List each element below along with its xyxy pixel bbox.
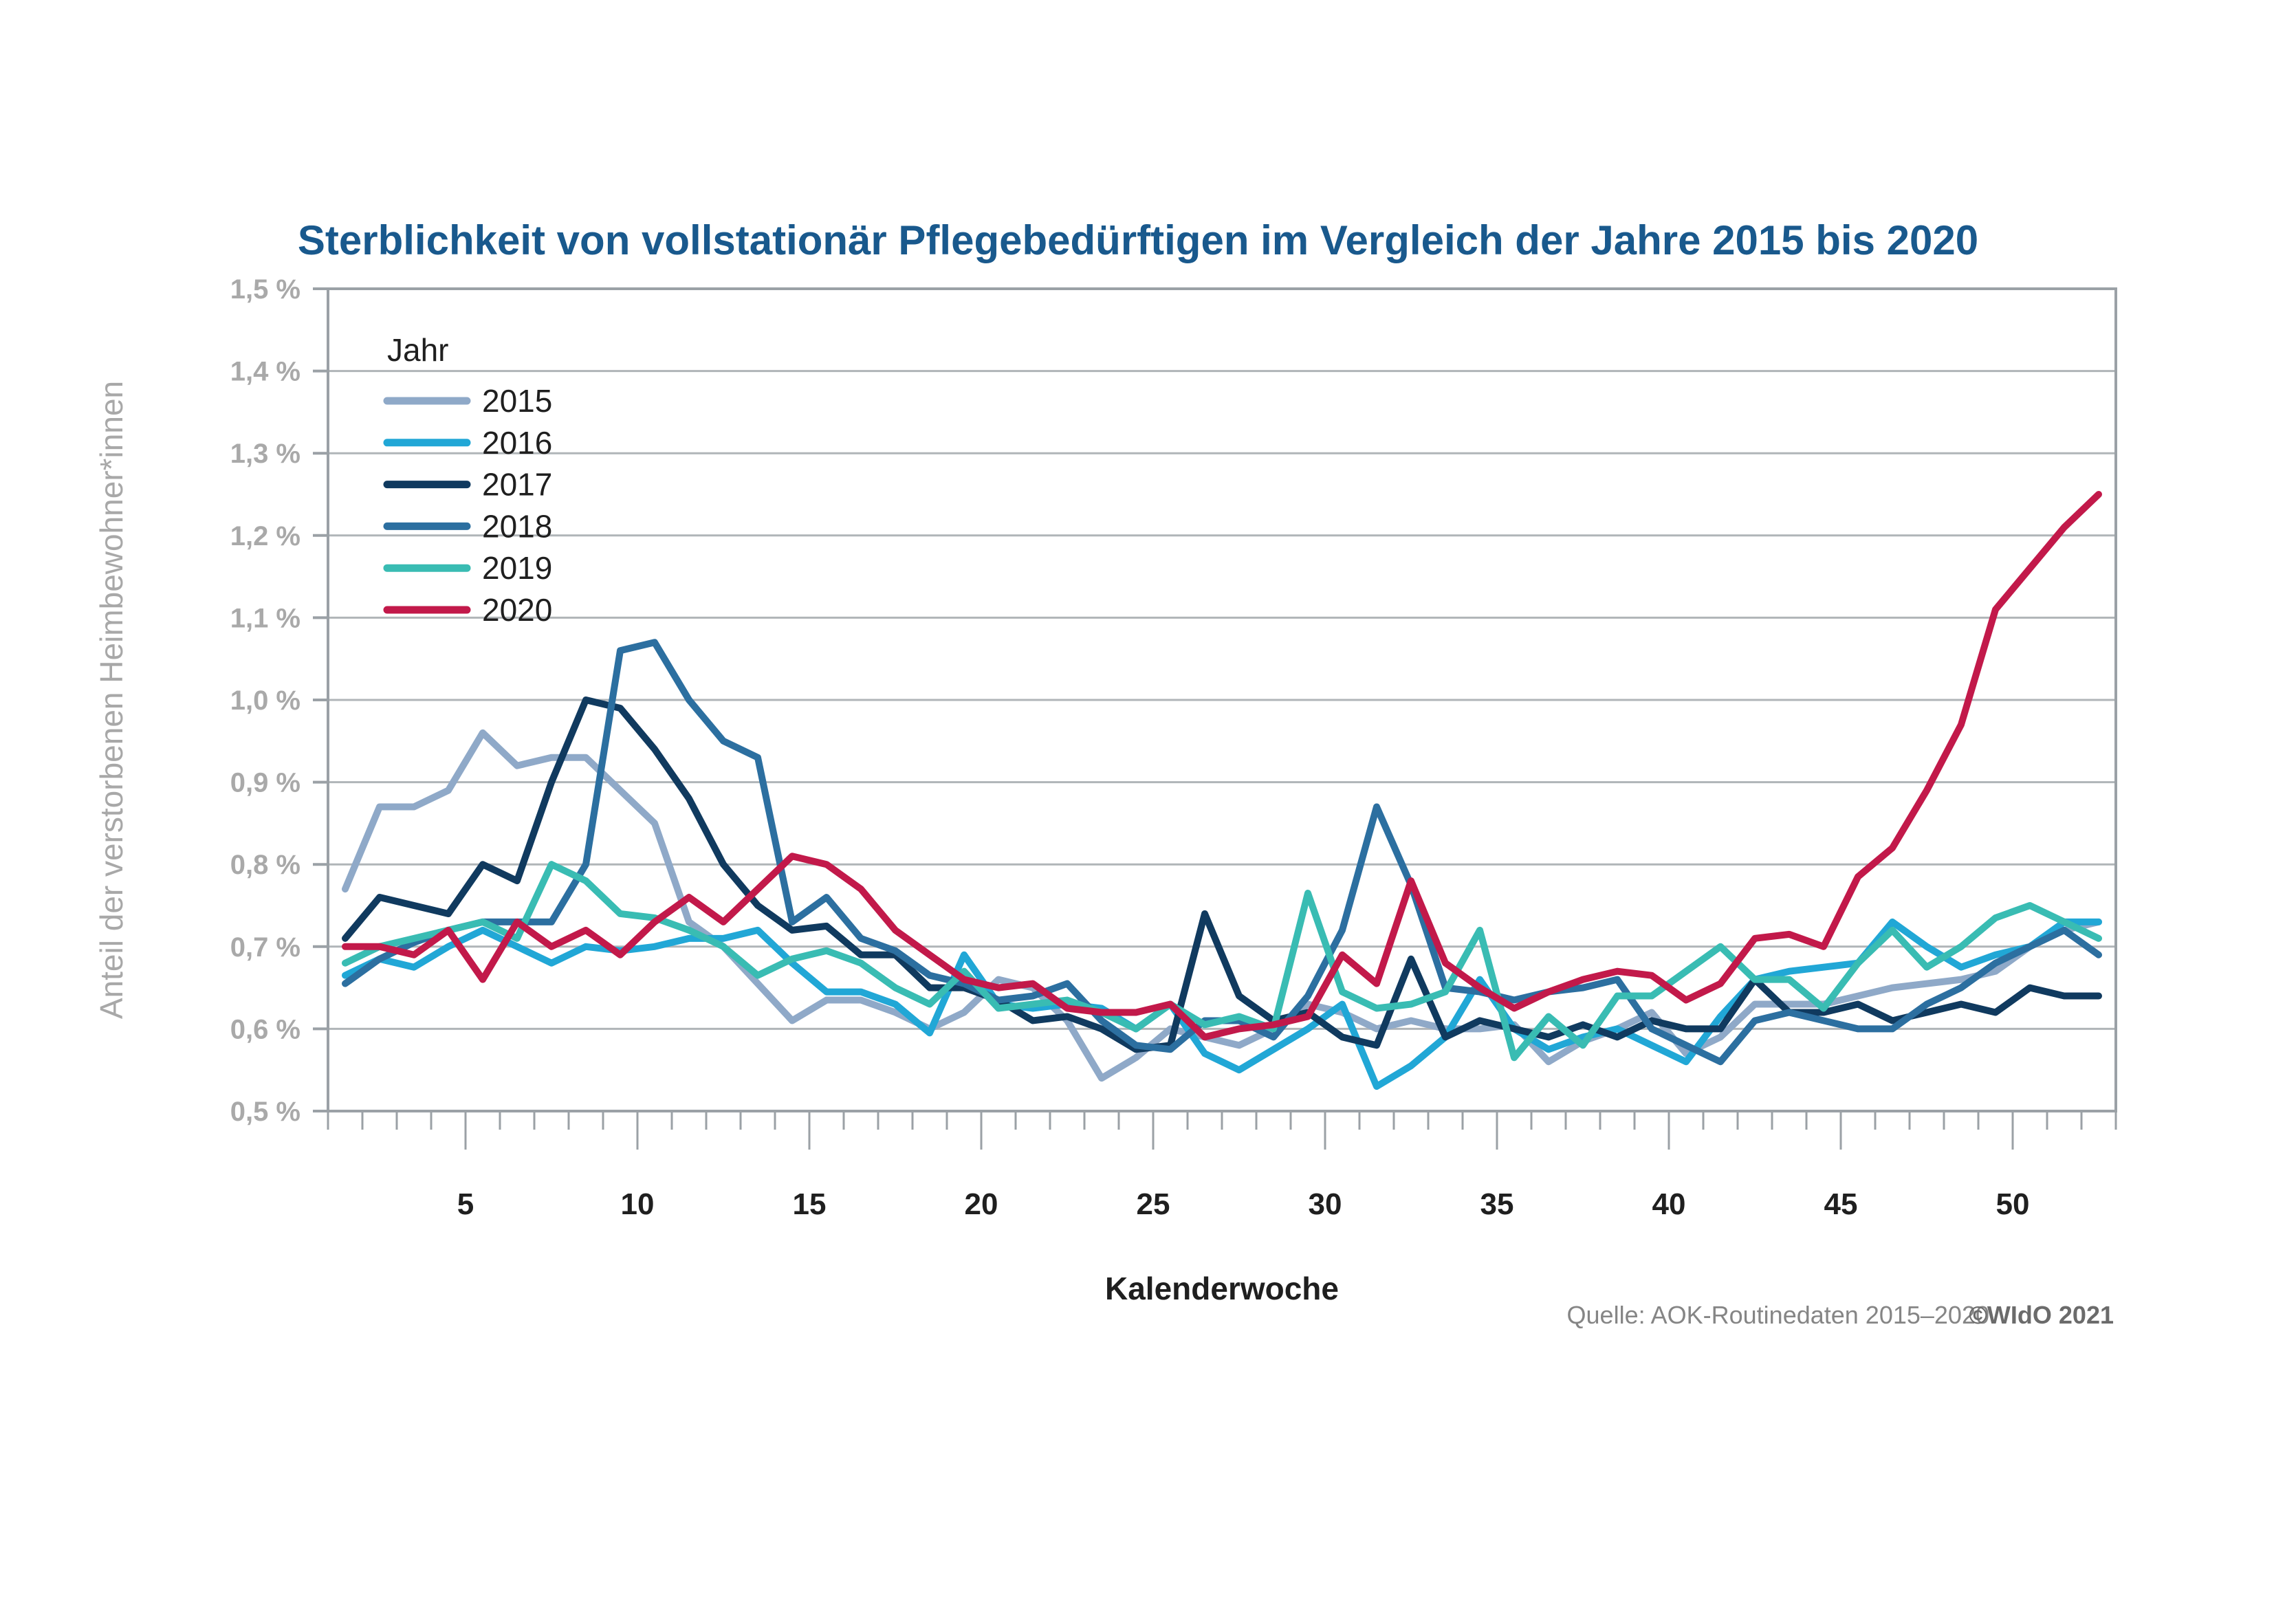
x-tick-label: 5 <box>457 1187 474 1221</box>
y-tick-label: 0,9 % <box>230 768 300 798</box>
x-axis-title: Kalenderwoche <box>1105 1271 1339 1306</box>
x-tick-label: 35 <box>1480 1187 1514 1221</box>
y-tick-label: 0,7 % <box>230 932 300 963</box>
series-line-2016 <box>342 918 2102 1090</box>
y-tick-label: 0,8 % <box>230 850 300 880</box>
y-tick-label: 0,6 % <box>230 1014 300 1044</box>
series-line-2020 <box>342 491 2102 1041</box>
plot-area: 0,5 % 0,6 % 0,7 % 0,8 % 0,9 % 1,0 % 1,1 % 1,2 %… <box>230 274 2117 1221</box>
legend-label-2019: 2019 <box>482 550 552 586</box>
legend-label-2015: 2015 <box>482 383 552 419</box>
y-tick-label: 1,1 % <box>230 603 300 633</box>
x-tick-label: 15 <box>793 1187 827 1221</box>
y-tick-label: 1,0 % <box>230 685 300 716</box>
x-tick-label: 25 <box>1137 1187 1170 1221</box>
legend-title: Jahr <box>387 332 448 368</box>
series-line-2015 <box>342 729 2102 1082</box>
y-tick-label: 1,2 % <box>230 521 300 551</box>
x-tick-label: 30 <box>1309 1187 1342 1221</box>
y-tick-label: 1,4 % <box>230 357 300 387</box>
series-line-2017 <box>342 696 2102 1053</box>
source-copyright: ©WIdO 2021 <box>1969 1301 2114 1329</box>
legend-label-2020: 2020 <box>482 592 552 628</box>
legend-label-2017: 2017 <box>482 467 552 503</box>
x-tick-label: 10 <box>621 1187 655 1221</box>
legend-label-2016: 2016 <box>482 425 552 461</box>
y-axis-title: Anteil der verstorbenen Heimbewohner*inn… <box>94 381 129 1019</box>
legend-label-2018: 2018 <box>482 508 552 544</box>
x-tick-label: 20 <box>965 1187 998 1221</box>
chart-title: Sterblichkeit von vollstationär Pflegebe… <box>298 217 1978 263</box>
y-tick-label: 0,5 % <box>230 1097 300 1127</box>
x-tick-label: 50 <box>1996 1187 2030 1221</box>
series-line-2019 <box>342 861 2102 1062</box>
y-tick-label: 1,5 % <box>230 274 300 305</box>
x-tick-label: 45 <box>1824 1187 1858 1221</box>
y-tick-label: 1,3 % <box>230 439 300 469</box>
x-tick-label: 40 <box>1652 1187 1686 1221</box>
source-text: Quelle: AOK-Routinedaten 2015–2020 <box>1567 1301 1989 1329</box>
